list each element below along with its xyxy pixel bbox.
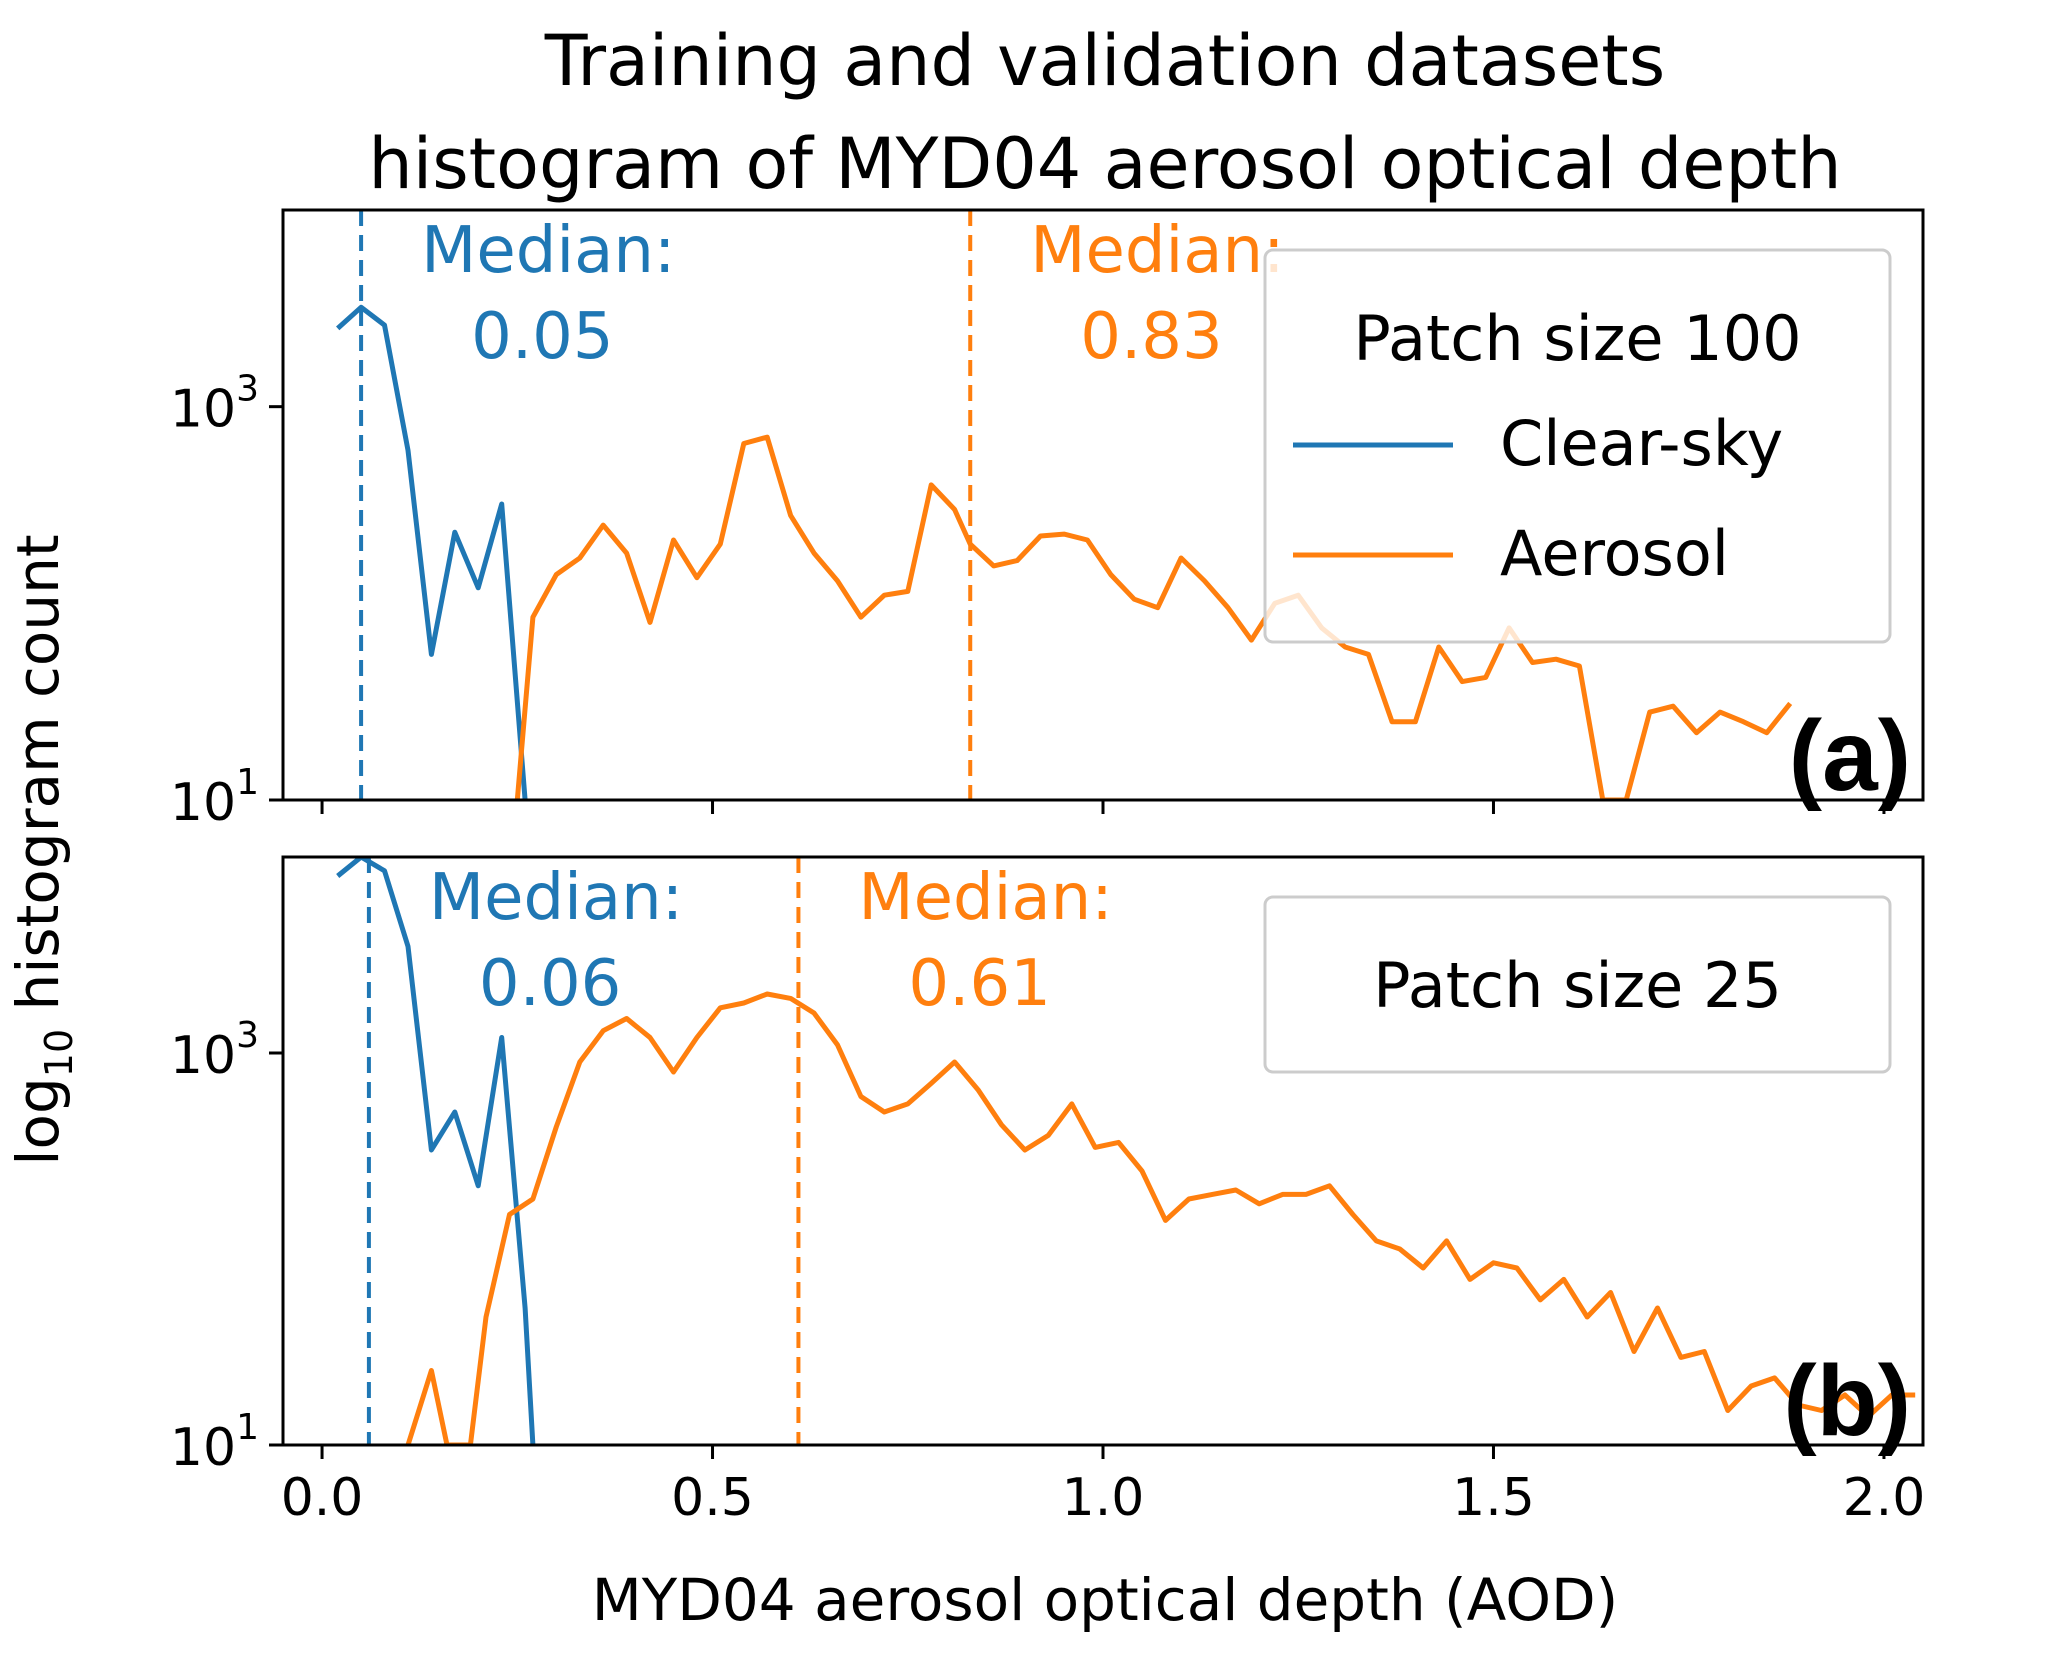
y-tick-exponent: 3 — [236, 1015, 259, 1056]
median-value-clear: 0.06 — [479, 947, 622, 1021]
y-tick-label: 101 — [170, 1407, 259, 1478]
series-line-clear — [336, 857, 536, 1445]
x-axis-label: MYD04 aerosol optical depth (AOD) — [592, 1566, 1619, 1634]
x-tick-label: 1.5 — [1452, 1468, 1535, 1528]
series-line-aerosol — [405, 991, 1916, 1445]
y-tick-exponent: 1 — [236, 762, 259, 803]
x-tick-label: 2.0 — [1843, 1468, 1926, 1528]
y-axis-label-sub: 10 — [37, 1029, 81, 1077]
chart-title-line-1: Training and validation datasets — [544, 20, 1665, 102]
median-value-aerosol: 0.61 — [908, 947, 1051, 1021]
legend-title: Patch size 25 — [1373, 949, 1782, 1022]
y-axis-label-prefix: log — [4, 1077, 72, 1165]
y-axis-label: log10 histogram count — [4, 534, 81, 1165]
legend-title: Patch size 100 — [1353, 302, 1801, 375]
panels: Median: 0.05 Median: 0.83 Patch size 100 Clea… — [170, 208, 1926, 1528]
median-label-clear: Median: — [429, 861, 683, 935]
y-tick-base: 10 — [170, 1026, 236, 1086]
x-tick-label: 1.0 — [1062, 1468, 1145, 1528]
y-tick-exponent: 1 — [236, 1407, 259, 1448]
legend-label-clear: Clear-sky — [1500, 407, 1783, 480]
y-tick-exponent: 3 — [236, 369, 259, 410]
y-tick-label: 103 — [170, 369, 259, 440]
median-label-aerosol: Median: — [858, 861, 1112, 935]
x-tick-label: 0.5 — [671, 1468, 754, 1528]
median-label-clear: Median: — [421, 214, 675, 288]
panel-tag: (a) — [1789, 700, 1911, 812]
series-line-clear — [336, 304, 528, 800]
median-value-clear: 0.05 — [471, 300, 613, 374]
y-tick-base: 10 — [170, 380, 236, 440]
y-tick-base: 10 — [170, 1418, 236, 1478]
legend-box — [1263, 895, 1892, 1074]
median-label-aerosol: Median: — [1030, 214, 1284, 288]
y-tick-label: 101 — [170, 762, 259, 833]
series-line-aerosol — [514, 434, 1793, 800]
legend-box — [1263, 248, 1892, 644]
panel-0: Median: 0.05 Median: 0.83 Patch size 100 Clea… — [170, 208, 1925, 833]
x-tick-label: 0.0 — [281, 1468, 364, 1528]
legend-label-aerosol: Aerosol — [1500, 517, 1729, 590]
y-tick-base: 10 — [170, 773, 236, 833]
y-axis-label-suffix: histogram count — [4, 534, 72, 1029]
median-value-aerosol: 0.83 — [1080, 300, 1223, 374]
panel-tag: (b) — [1783, 1345, 1911, 1457]
chart-title-line-2: histogram of MYD04 aerosol optical depth — [368, 123, 1841, 205]
y-tick-label: 103 — [170, 1015, 259, 1086]
